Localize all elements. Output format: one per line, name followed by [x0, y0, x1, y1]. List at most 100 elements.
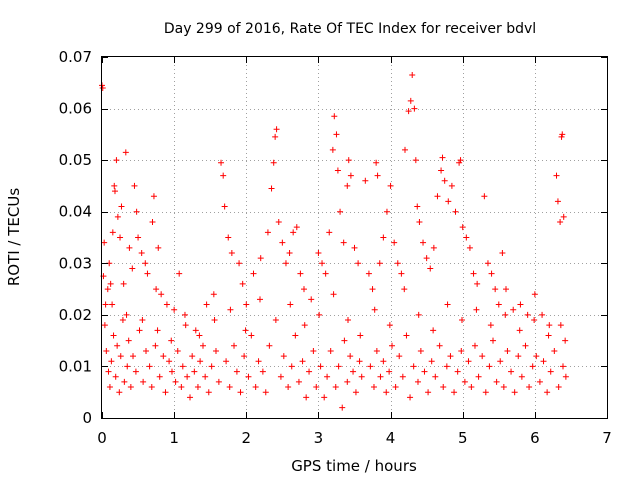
data-point [200, 342, 206, 349]
data-point [172, 378, 179, 385]
data-point [389, 342, 396, 349]
data-point [351, 244, 358, 251]
data-point [122, 149, 129, 156]
data-point [503, 286, 509, 293]
data-point [425, 389, 432, 396]
data-point [373, 159, 380, 166]
data-point [181, 311, 188, 318]
data-point [116, 389, 123, 396]
data-point [171, 306, 178, 313]
data-point [493, 378, 500, 385]
data-point [182, 322, 189, 329]
data-point [133, 208, 140, 215]
data-point [488, 270, 495, 277]
data-point [387, 182, 394, 189]
data-point [220, 172, 227, 179]
data-point [138, 249, 145, 256]
y-tick-label: 0.03 [59, 254, 92, 272]
data-point [154, 327, 161, 334]
data-point [484, 260, 491, 267]
data-point [458, 347, 465, 354]
data-point [559, 131, 566, 138]
data-point [471, 342, 478, 349]
data-point [118, 203, 125, 210]
data-point [470, 270, 477, 277]
data-point [178, 384, 185, 391]
data-point [292, 332, 299, 339]
data-point [129, 265, 136, 272]
data-point [504, 347, 511, 354]
data-point [315, 249, 322, 256]
data-point [106, 384, 113, 391]
data-point [357, 332, 364, 339]
data-point [272, 133, 279, 140]
data-point [245, 373, 252, 380]
data-point [492, 286, 499, 293]
data-point [279, 239, 286, 246]
data-point [358, 373, 365, 380]
data-point [518, 373, 525, 380]
data-point [112, 373, 119, 380]
data-point [456, 159, 463, 166]
data-point [212, 347, 219, 354]
data-point [299, 358, 306, 365]
data-point [285, 384, 292, 391]
data-point [239, 280, 246, 287]
data-point [414, 378, 421, 385]
data-point [237, 389, 244, 396]
data-point [316, 311, 323, 318]
data-point [226, 384, 233, 391]
data-point [356, 358, 363, 365]
grid-lines [102, 57, 607, 418]
data-point [114, 213, 121, 220]
data-point [262, 389, 269, 396]
data-point [324, 373, 331, 380]
y-tick-label: 0 [82, 409, 92, 427]
data-point [111, 182, 118, 189]
data-point [259, 368, 266, 375]
data-point [211, 317, 218, 324]
data-point [192, 327, 199, 334]
data-point [392, 384, 399, 391]
data-point [421, 368, 428, 375]
data-point [282, 260, 289, 267]
data-point [386, 368, 393, 375]
data-point [481, 193, 488, 200]
data-point [272, 317, 279, 324]
data-point [287, 301, 294, 308]
data-point [196, 332, 203, 339]
data-point [242, 327, 249, 334]
x-tick-label: 1 [169, 429, 179, 447]
data-point [344, 378, 351, 385]
data-point [428, 358, 435, 365]
data-point [130, 353, 137, 360]
data-point [420, 239, 427, 246]
data-point [529, 363, 536, 370]
data-point [417, 347, 424, 354]
data-point [111, 188, 118, 195]
data-point [350, 368, 357, 375]
data-point [374, 172, 381, 179]
data-point [399, 373, 406, 380]
data-point [482, 389, 489, 396]
data-point [451, 389, 458, 396]
data-point [459, 224, 466, 231]
data-point [120, 280, 127, 287]
data-point [369, 286, 376, 293]
data-point [225, 234, 232, 241]
data-point [132, 368, 139, 375]
data-point [461, 378, 468, 385]
data-point [412, 157, 419, 164]
data-point [441, 177, 448, 184]
data-point [495, 301, 502, 308]
data-point [475, 373, 482, 380]
data-point [403, 332, 410, 339]
data-point [440, 384, 447, 391]
data-point [273, 126, 280, 133]
data-point [536, 378, 543, 385]
data-point [531, 291, 538, 298]
data-point [479, 353, 486, 360]
data-point [332, 384, 339, 391]
data-point [313, 384, 320, 391]
data-point [347, 353, 354, 360]
